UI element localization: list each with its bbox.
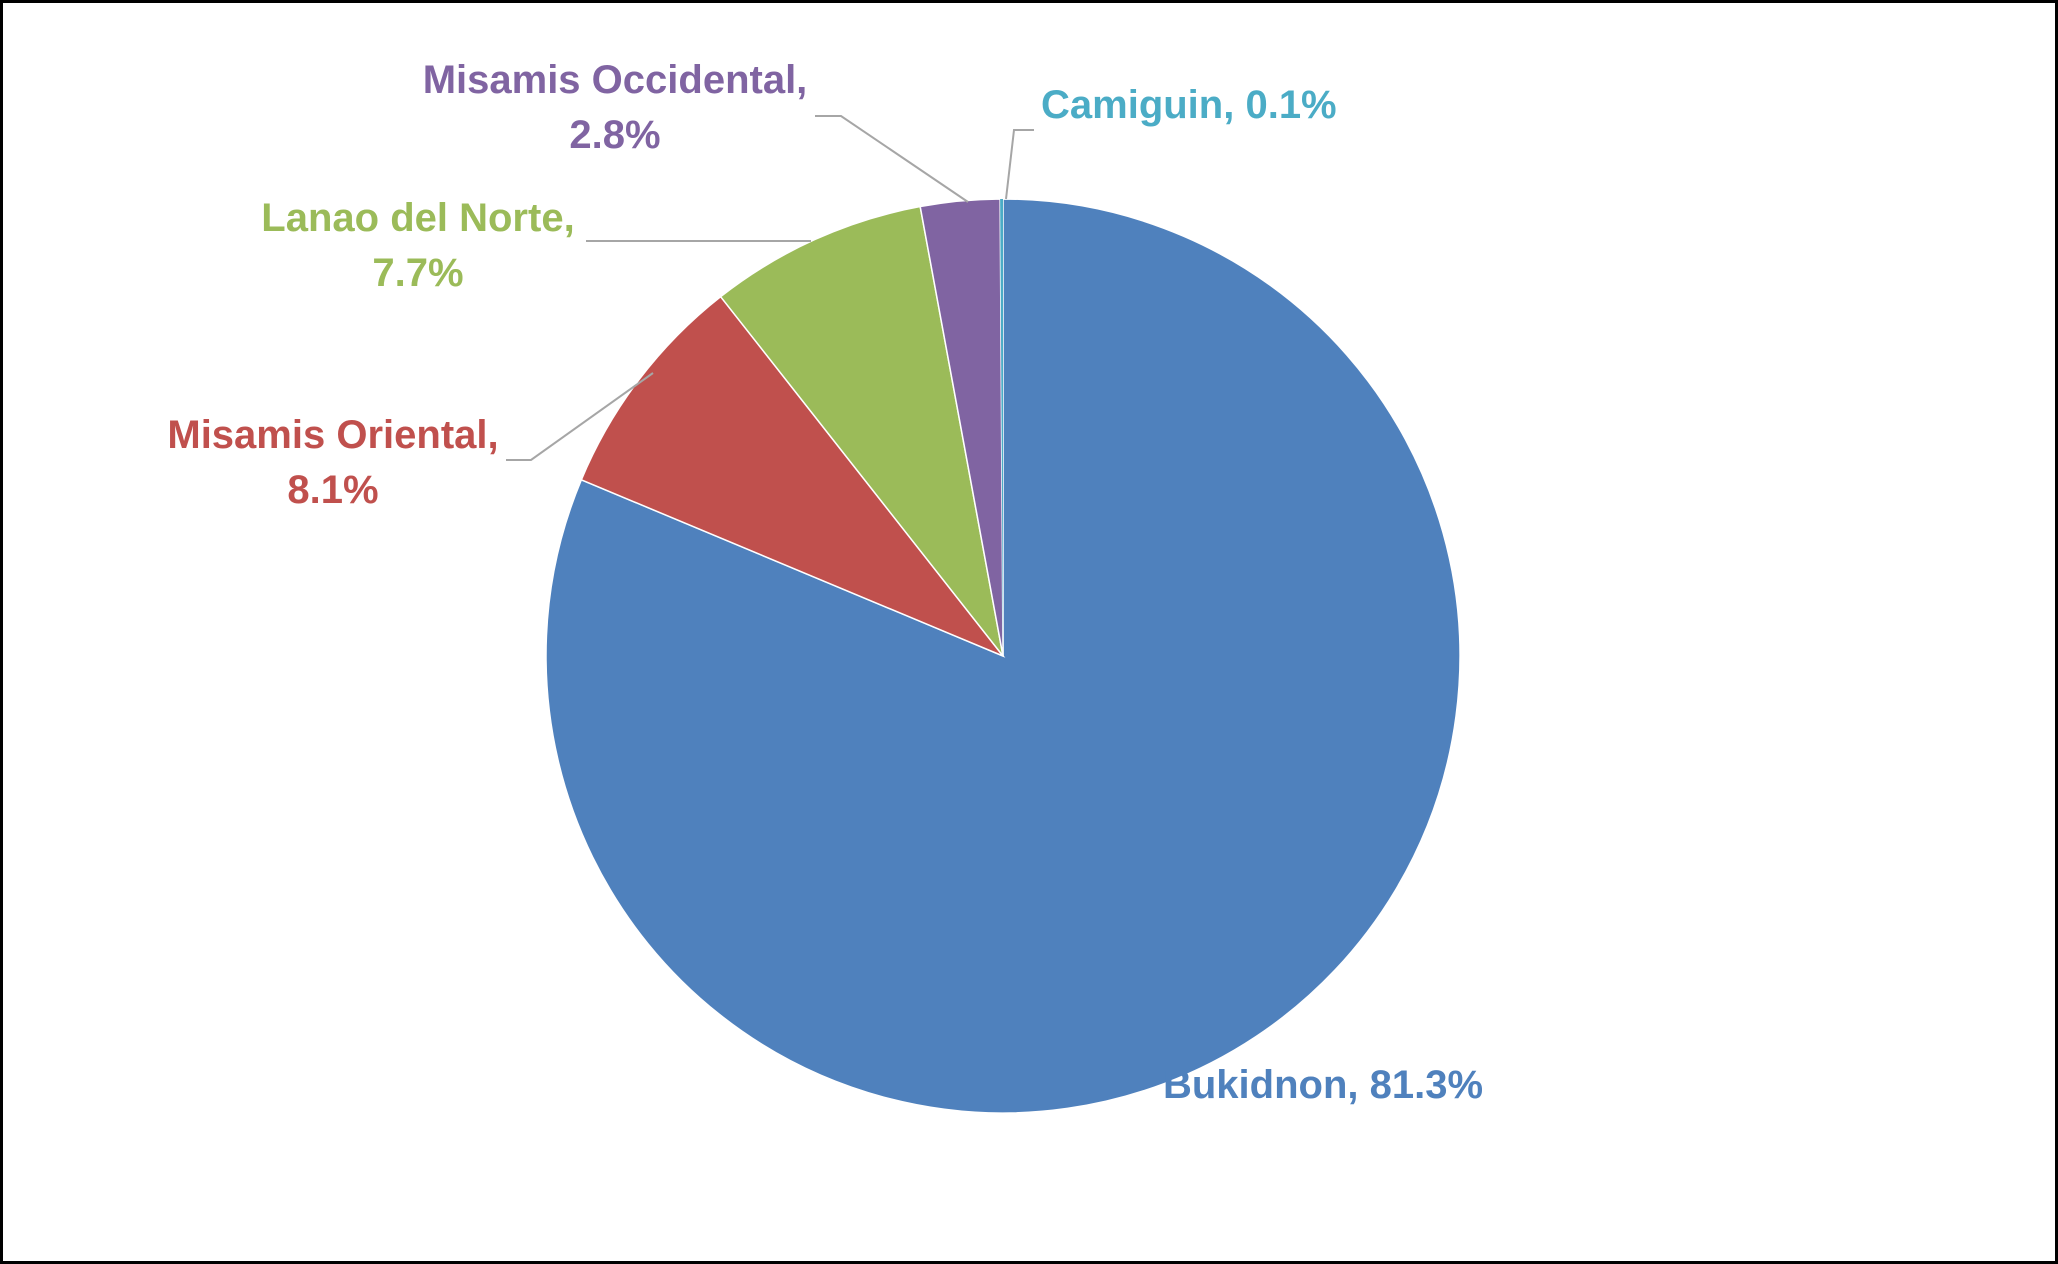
pie-slice-camiguin [1000,199,1003,656]
pie-chart: Bukidnon, 81.3% Misamis Oriental, 8.1% Lana… [167,58,1483,1114]
leader-line-camiguin [1005,129,1034,200]
leader-line-misamis-occidental [815,115,969,203]
data-label-bukidnon: Bukidnon, 81.3% [1163,1063,1483,1107]
pie-slices [545,198,1461,1114]
data-labels: Bukidnon, 81.3% Misamis Oriental, 8.1% Lana… [167,58,1483,1107]
pie-slice-lanao-del-norte [719,205,1004,657]
leader-lines [506,115,1034,461]
leader-line-misamis-oriental [506,372,654,461]
pie-slice-misamis-oriental [580,295,1006,658]
data-label-misamis-oriental: Misamis Oriental, 8.1% [167,413,498,512]
pie-slice-misamis-occidental [919,198,1004,657]
data-label-lanao-del-norte: Lanao del Norte, 7.7% [261,196,574,295]
data-label-misamis-occidental: Misamis Occidental, 2.8% [423,58,808,157]
data-label-camiguin: Camiguin, 0.1% [1041,83,1337,127]
